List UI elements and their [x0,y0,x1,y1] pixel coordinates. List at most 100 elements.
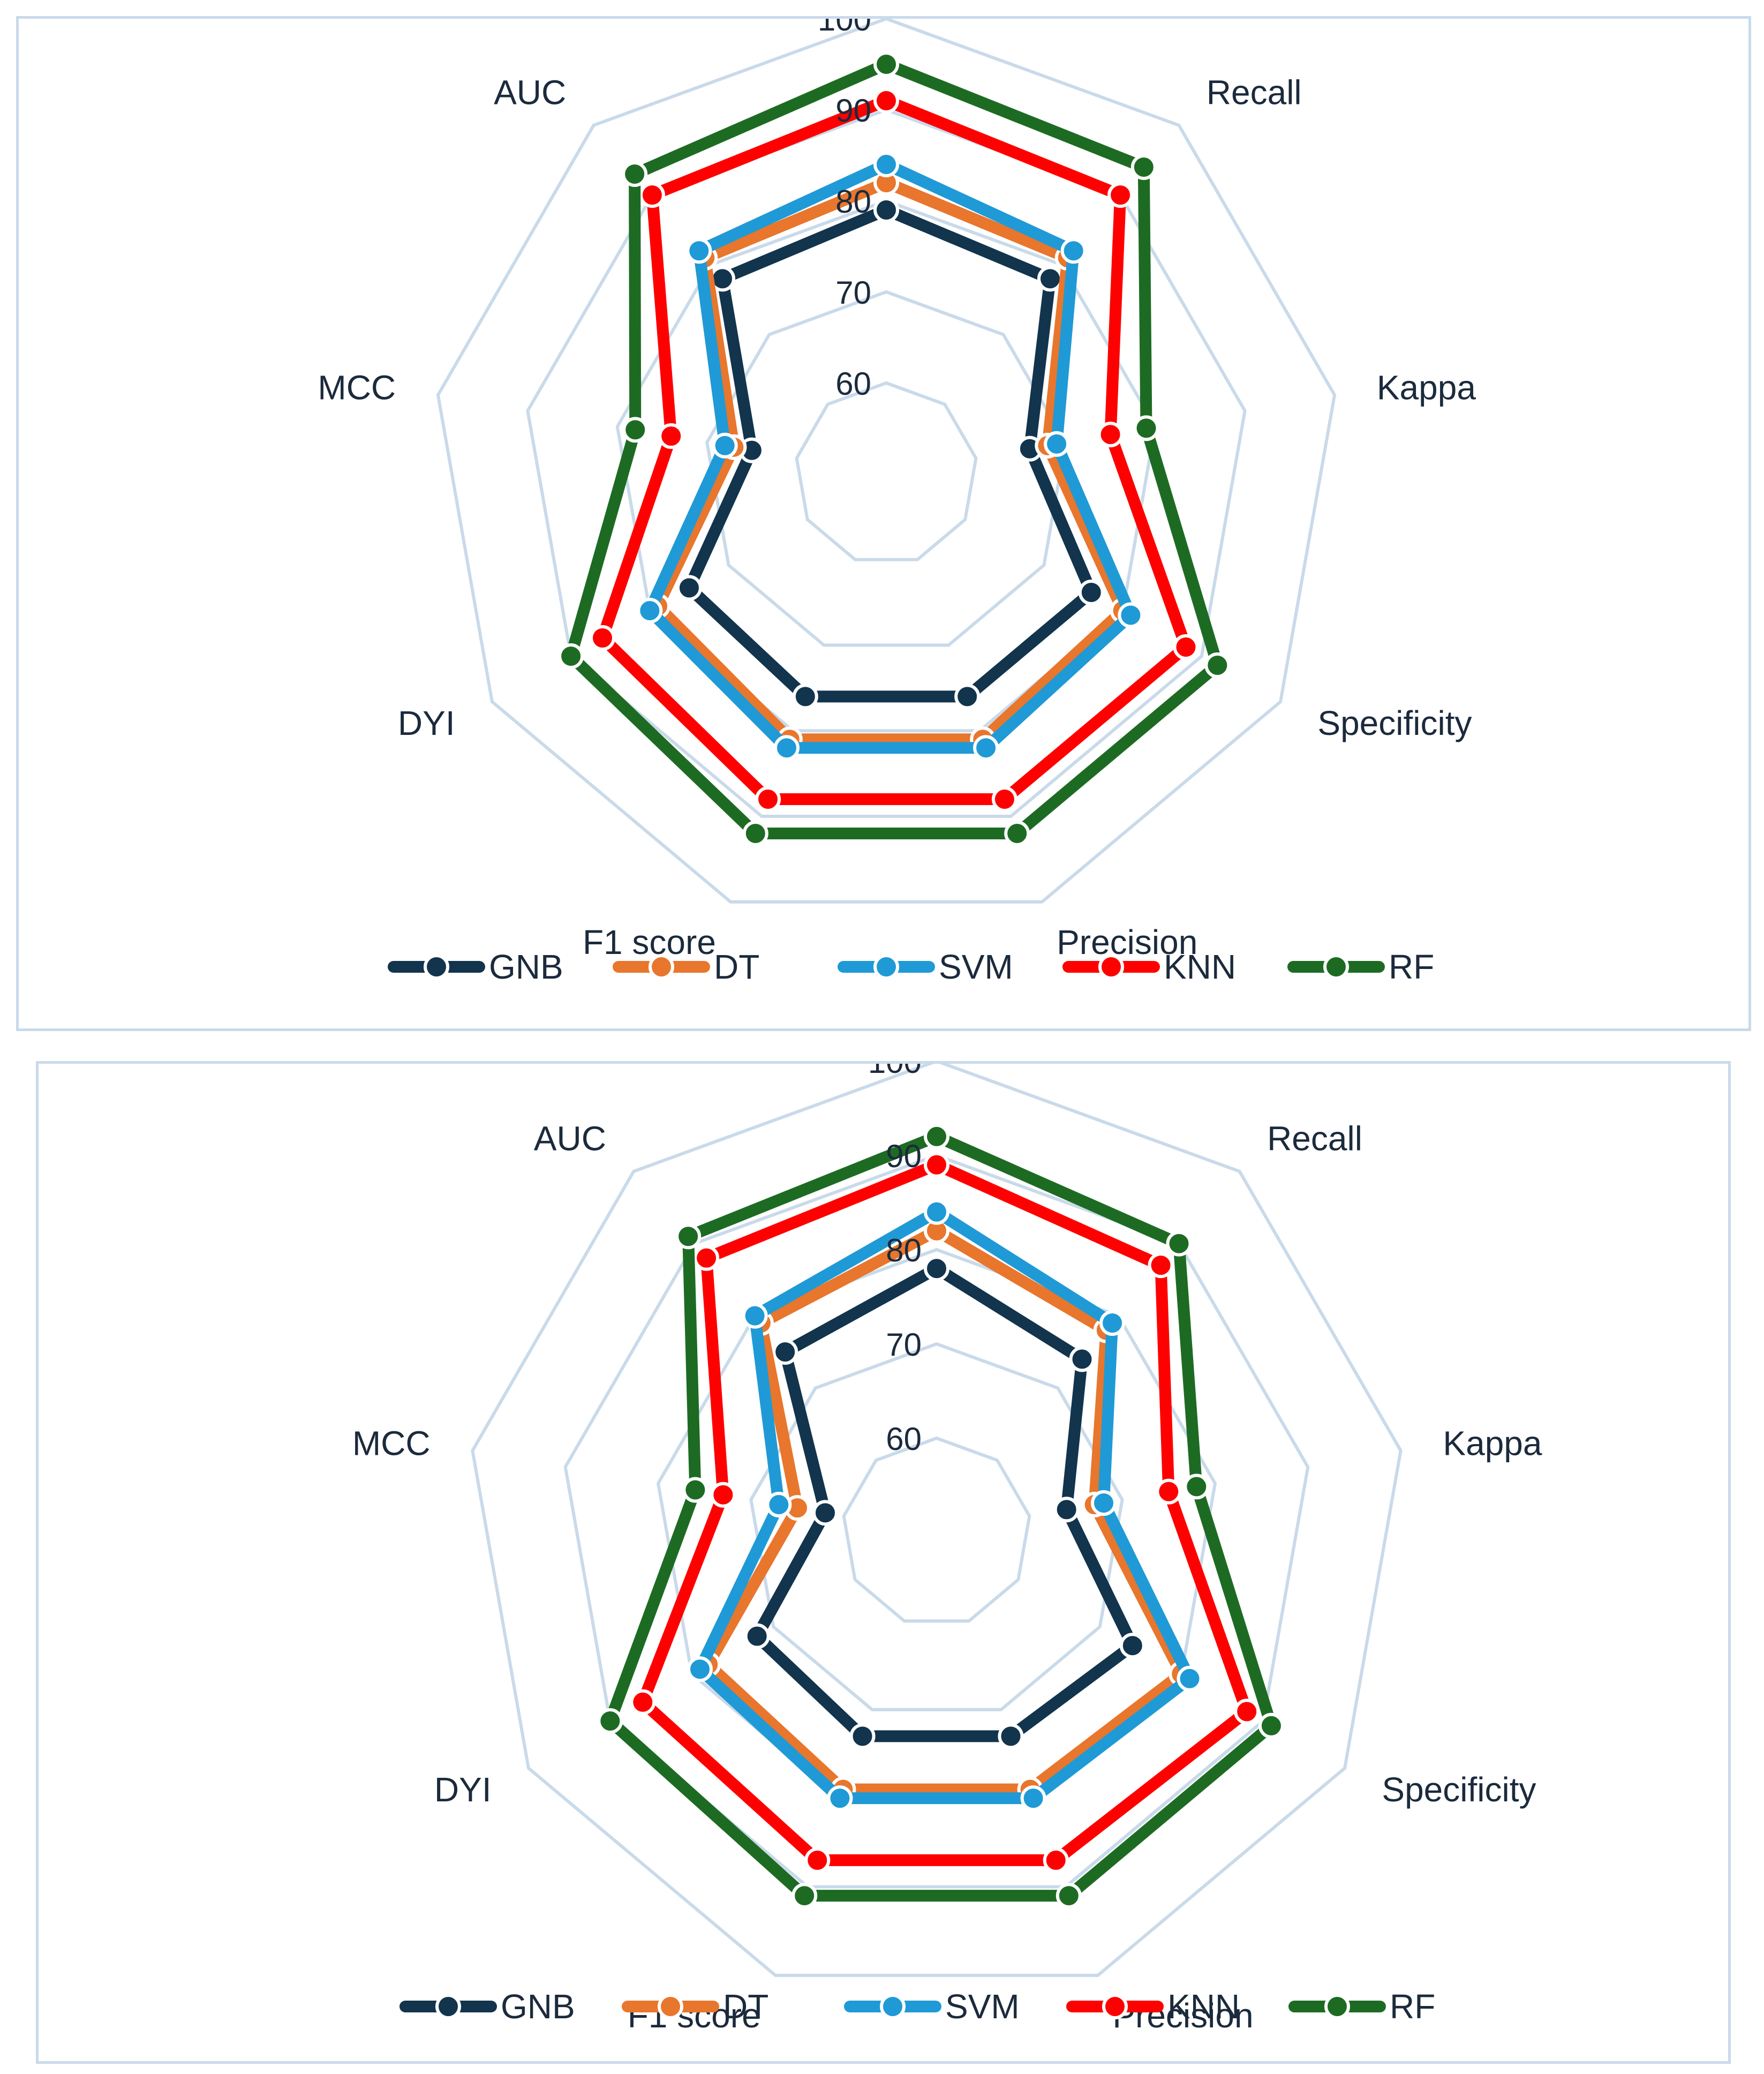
point-rf-dyi [597,1708,623,1734]
point-rf-mcc [622,417,649,443]
point-knn-f1-score [755,786,781,813]
point-knn-auc [693,1245,720,1271]
point-gnb-dyi [744,1623,770,1649]
series-line-gnb [683,204,1097,703]
point-svm-f1-score [773,735,800,761]
point-svm-accuracy [873,152,899,177]
legend-label-knn: KNN [1167,1987,1240,2026]
radar-chart-2: 60708090100AccuracyRecallKappaSpecificit… [352,1064,1542,2035]
series-line-dt [702,1224,1188,1795]
grid-ring-70 [705,290,1067,647]
radar-chart-panel-1: 60708090100AccuracyRecallKappaSpecificit… [16,16,1751,1031]
point-rf-recall [1130,154,1157,180]
series-line-rf [565,58,1224,839]
tick-label-60: 60 [835,366,871,402]
point-svm-dyi [637,598,663,623]
point-svm-mcc [712,432,738,459]
legend-label-dt: DT [714,948,759,986]
point-gnb-accuracy [873,197,899,223]
series-line-knn [596,95,1192,806]
point-knn-accuracy [924,1152,949,1178]
legend-marker-gnb [424,954,449,980]
radar-series-group [558,51,1231,846]
tick-label-70: 70 [886,1327,922,1363]
series-gnb [744,1256,1145,1749]
radar-chart-1: 60708090100AccuracyRecallKappaSpecificit… [318,19,1476,986]
axis-label-auc: AUC [534,1119,606,1158]
grid-ring-90 [526,108,1247,818]
axis-label-recall: Recall [1267,1119,1362,1158]
series-svm [637,152,1144,761]
grid-ring-60 [795,381,978,561]
point-knn-mcc [710,1482,736,1508]
point-rf-f1-score [791,1883,818,1909]
point-svm-kappa [1090,1490,1117,1516]
point-svm-mcc [766,1492,792,1518]
point-rf-auc [622,161,648,187]
legend-item-dt: DT [613,948,759,986]
axis-label-dyi: DYI [398,704,455,742]
point-gnb-recall [1069,1346,1095,1372]
axis-label-dyi: DYI [434,1770,492,1809]
point-gnb-mcc [812,1500,839,1526]
radar-axis-labels: AccuracyRecallKappaSpecificityPrecisionF… [318,73,1476,961]
legend-item-knn: KNN [1062,948,1236,986]
point-svm-auc [742,1303,768,1329]
series-rf [558,51,1231,846]
legend-marker-svm [880,1994,906,2019]
point-svm-precision [1020,1785,1046,1812]
point-knn-precision [1043,1847,1069,1873]
point-svm-recall [1060,238,1087,264]
point-svm-auc [686,238,712,264]
point-knn-precision [991,786,1017,813]
point-rf-specificity [1204,652,1231,678]
point-knn-f1-score [804,1847,831,1873]
point-knn-auc [639,182,665,208]
point-gnb-dyi [676,575,702,601]
point-gnb-kappa [1053,1497,1080,1523]
axis-label-kappa: Kappa [1377,369,1476,407]
axis-label-mcc: MCC [318,369,396,407]
legend-marker-svm [873,954,899,980]
grid-ring-90 [563,1153,1310,1889]
point-rf-f1-score [742,820,768,846]
legend-item-rf: RF [1288,1987,1435,2026]
legend-label-gnb: GNB [489,948,563,986]
point-svm-kappa [1044,431,1070,457]
point-gnb-auc [772,1339,798,1365]
series-line-knn [637,1159,1253,1866]
legend-label-svm: SVM [945,1987,1020,2026]
point-svm-specificity [1118,602,1144,628]
legend-marker-gnb [435,1994,461,2019]
point-knn-kappa [1156,1478,1182,1505]
legend-item-gnb: GNB [388,948,563,986]
series-svm [687,1199,1203,1812]
point-rf-recall [1166,1230,1192,1257]
axis-label-kappa: Kappa [1443,1424,1542,1462]
legend-item-svm: SVM [838,948,1013,986]
point-knn-mcc [658,423,684,449]
axis-label-specificity: Specificity [1382,1770,1536,1809]
tick-label-100: 100 [818,19,871,37]
radar-tick-labels: 60 70 80 90 100 [868,1064,922,1457]
grid-ring-100 [471,1064,1403,1977]
legend: GNB DT SVM KNN RF [399,1987,1435,2026]
legend-item-svm: SVM [844,1987,1020,2026]
point-svm-recall [1099,1310,1126,1336]
tick-label-60: 60 [886,1421,922,1457]
legend-item-rf: RF [1287,948,1434,986]
grid-ring-70 [749,1342,1124,1711]
point-svm-f1-score [827,1785,853,1812]
legend-item-dt: DT [622,1987,768,2026]
legend-marker-dt [658,1994,683,2019]
series-line-dt [652,177,1129,746]
radar-grid [436,19,1337,904]
tick-label-100: 100 [868,1064,922,1080]
series-line-rf [604,1130,1277,1902]
tick-label-90: 90 [886,1138,922,1174]
point-knn-kappa [1097,422,1124,448]
legend-marker-knn [1098,954,1124,980]
series-knn [589,88,1199,813]
legend-marker-rf [1323,954,1349,980]
point-gnb-specificity [1078,580,1104,605]
